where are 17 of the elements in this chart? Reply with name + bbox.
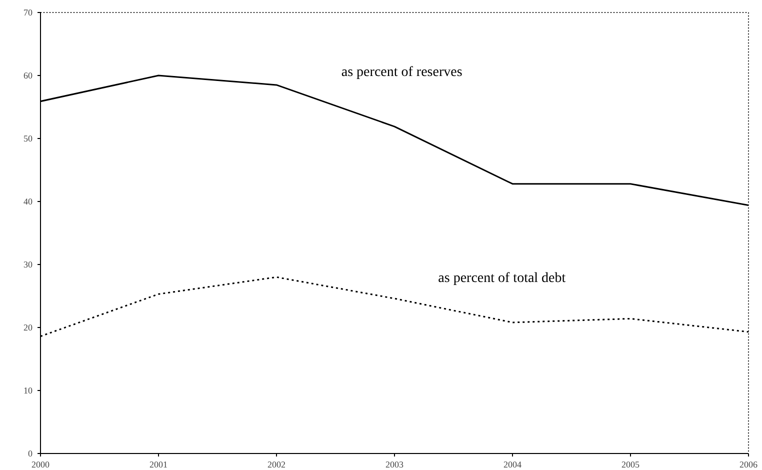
x-tick-label: 2001 <box>150 460 168 470</box>
x-tick-label: 2004 <box>504 460 522 470</box>
y-tick-label: 40 <box>24 196 33 206</box>
x-tick-label: 2000 <box>32 460 50 470</box>
y-tick-label: 10 <box>24 386 33 396</box>
x-tick-label: 2002 <box>268 460 286 470</box>
series-label: as percent of reserves <box>341 64 462 80</box>
y-tick-label: 0 <box>28 448 33 458</box>
x-tick-label: 2006 <box>740 460 758 470</box>
series-label: as percent of total debt <box>438 270 566 286</box>
y-tick-label: 70 <box>24 8 33 18</box>
y-tick-label: 60 <box>24 70 33 80</box>
y-tick-label: 30 <box>24 260 33 270</box>
x-tick-label: 2003 <box>386 460 404 470</box>
y-tick-label: 20 <box>24 322 33 332</box>
x-tick-label: 2005 <box>622 460 640 470</box>
y-tick-label: 50 <box>24 134 33 144</box>
